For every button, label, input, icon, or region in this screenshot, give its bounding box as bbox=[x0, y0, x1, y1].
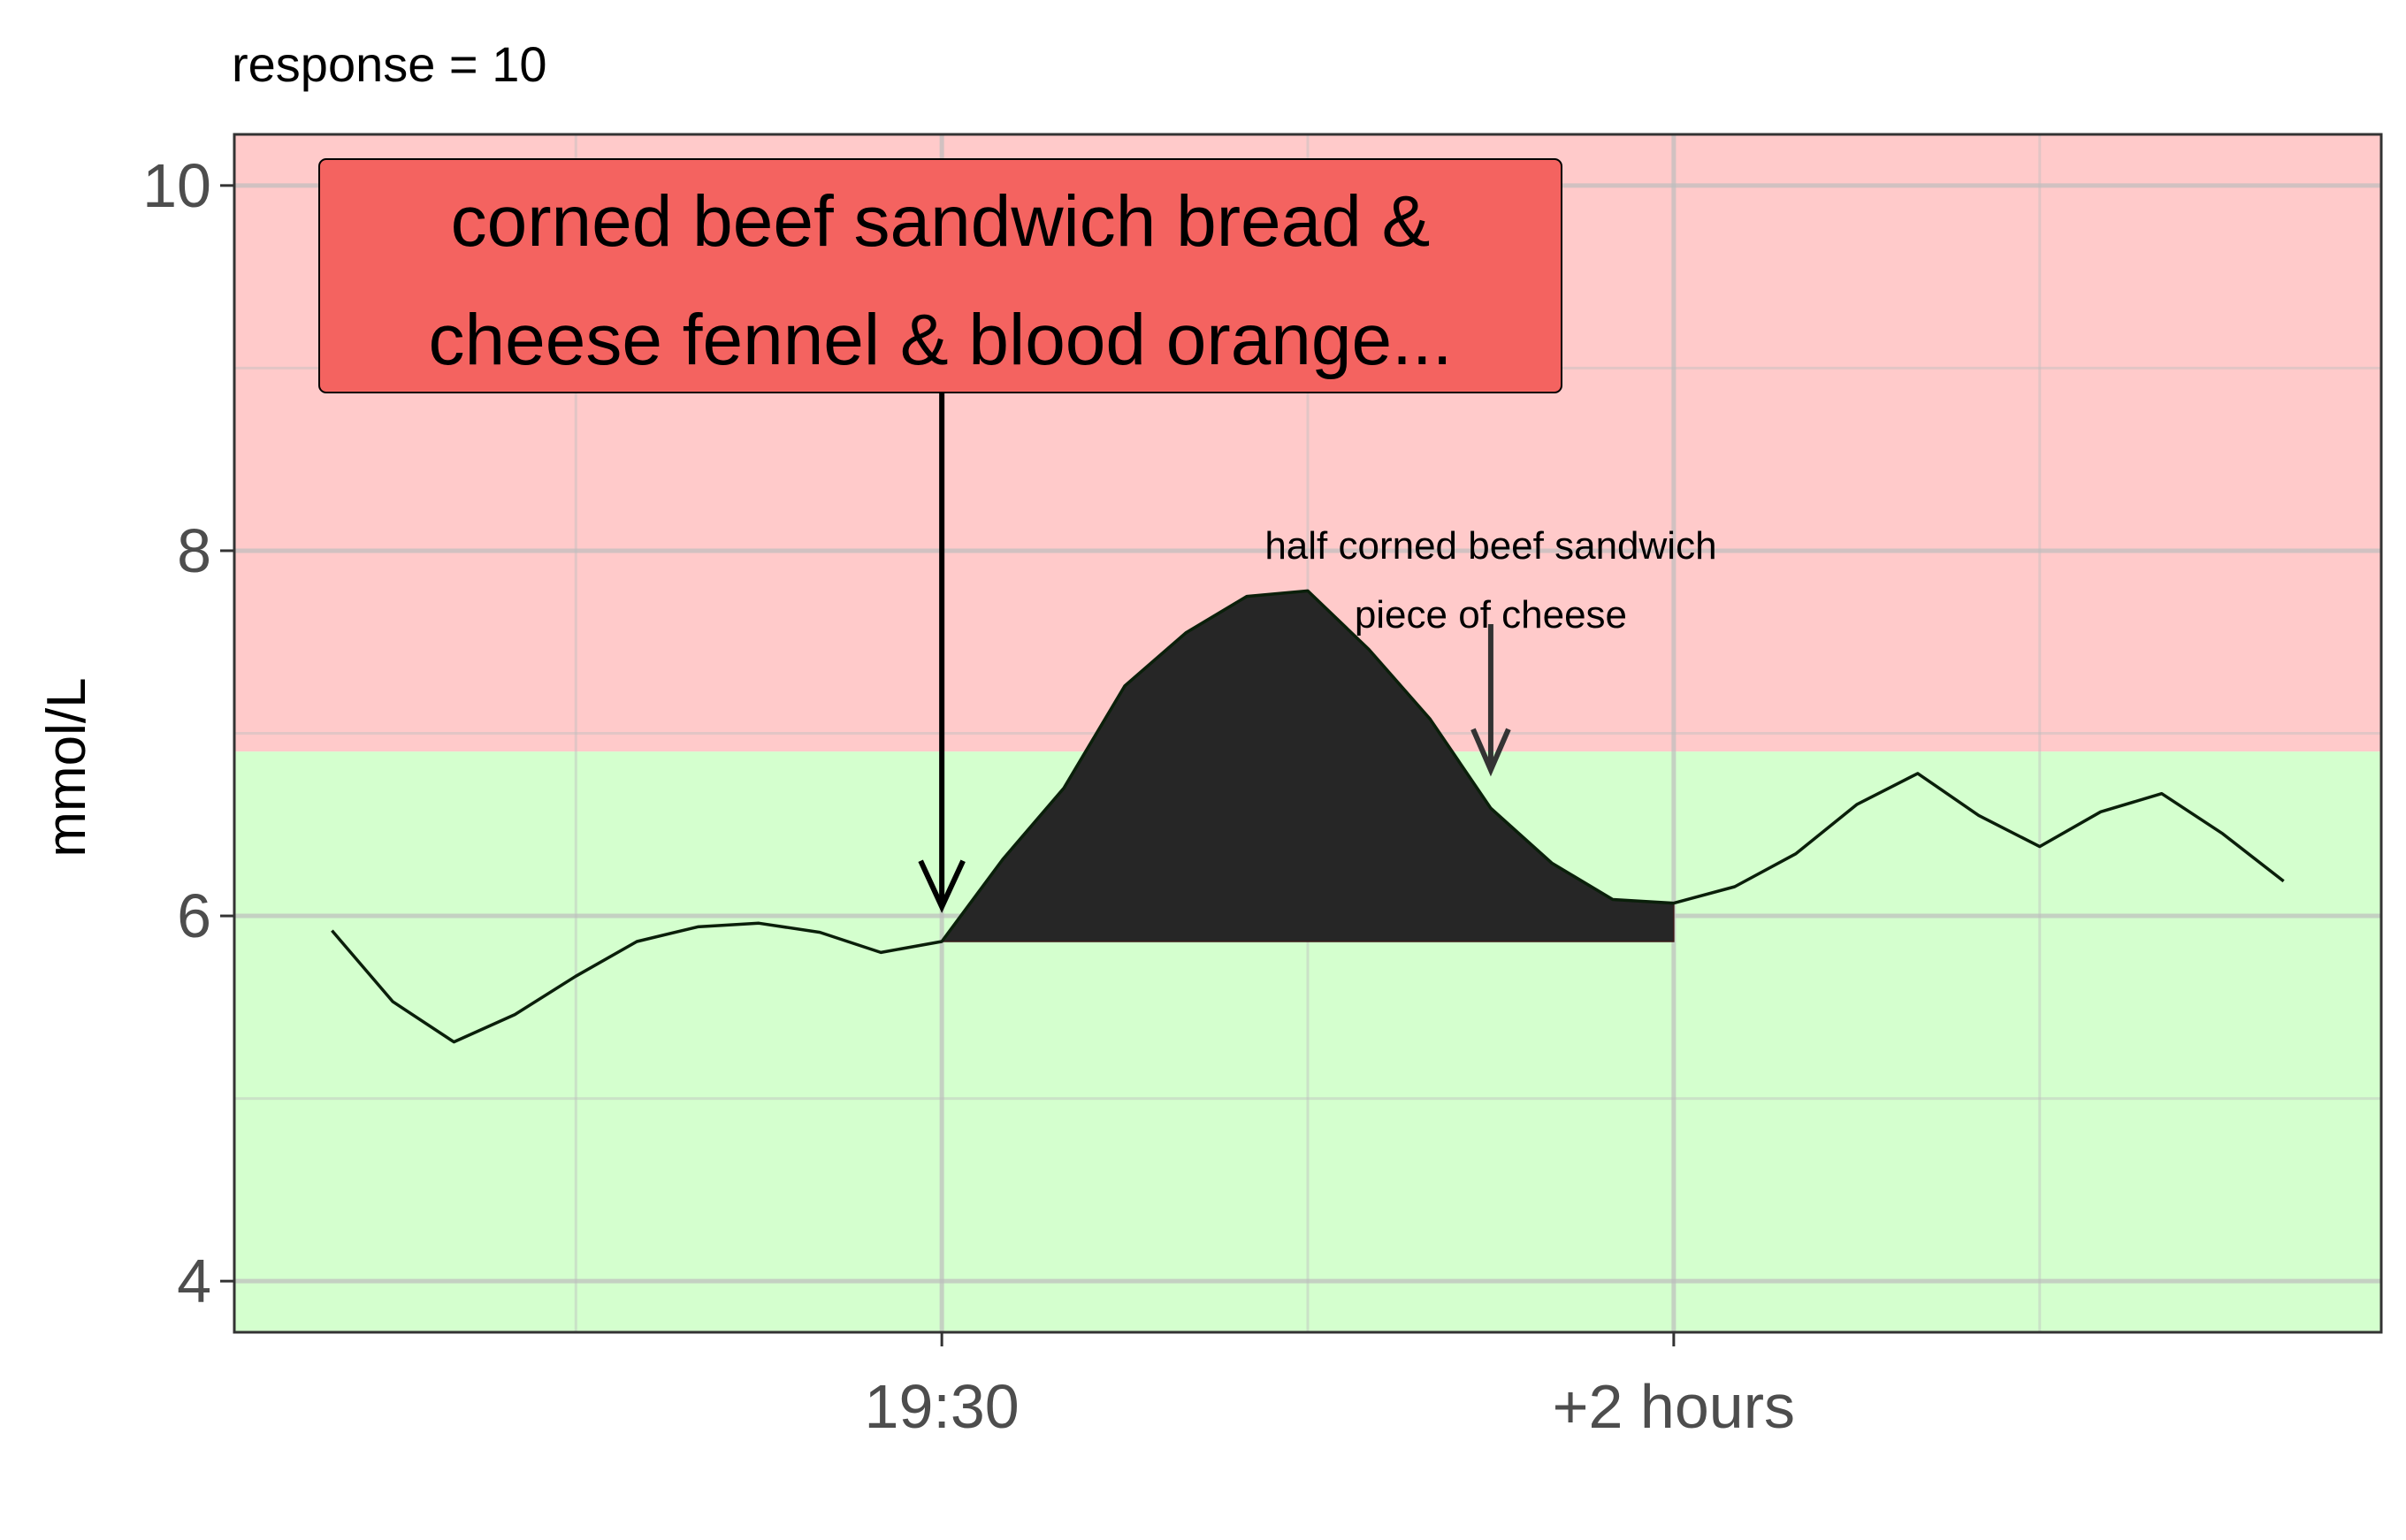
y-tick-label: 10 bbox=[142, 151, 211, 220]
y-tick-label: 6 bbox=[177, 881, 211, 950]
x-tick-label: 19:30 bbox=[865, 1372, 1020, 1441]
note-label-line: piece of cheese bbox=[1355, 593, 1627, 637]
panel-border bbox=[233, 133, 2383, 1334]
note-label-line: half corned beef sandwich bbox=[1264, 524, 1716, 568]
x-tick-label: +2 hours bbox=[1553, 1372, 1795, 1441]
y-tick-label: 8 bbox=[177, 516, 211, 585]
glucose-line bbox=[331, 589, 2285, 1044]
plot-panel bbox=[220, 133, 2383, 1346]
meal-label-line: cheese fennel & blood orange... bbox=[429, 300, 1453, 380]
chart-title: response = 10 bbox=[232, 36, 546, 92]
note-arrow-head bbox=[1470, 728, 1511, 777]
y-tick-label: 4 bbox=[177, 1246, 211, 1315]
meal-label-line: corned beef sandwich bread & bbox=[451, 181, 1431, 262]
meal-arrow-head bbox=[918, 859, 966, 913]
meal-label-box bbox=[318, 158, 1562, 393]
y-axis-label: mmol/L bbox=[36, 677, 97, 857]
